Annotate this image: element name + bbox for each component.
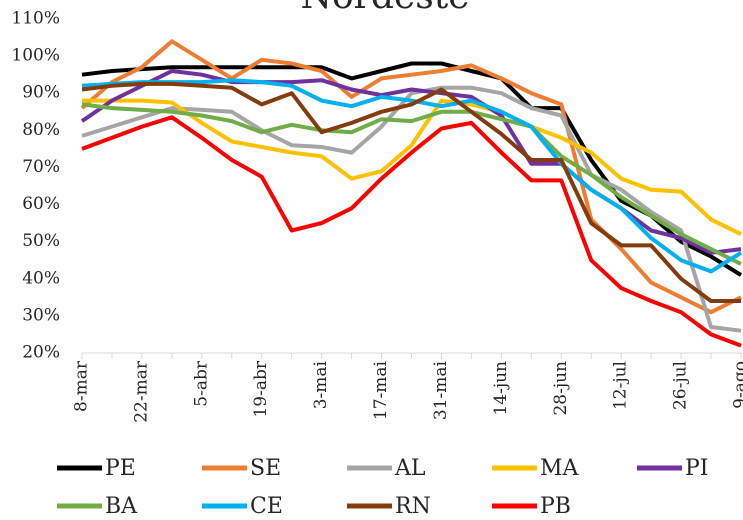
legend-label: BA bbox=[105, 494, 138, 519]
series-line bbox=[80, 39, 742, 315]
series-line bbox=[81, 61, 743, 277]
x-tick-label: 14-jun bbox=[491, 361, 511, 416]
legend-label: PE bbox=[105, 456, 136, 481]
series-line bbox=[81, 81, 741, 303]
chart-title: Nordeste bbox=[301, 0, 470, 17]
legend-label: CE bbox=[250, 494, 283, 519]
x-tick-label: 17-mai bbox=[371, 360, 391, 420]
x-tick-label: 9-ago bbox=[731, 361, 743, 409]
series-line bbox=[81, 115, 742, 348]
x-tick-label: 26-jul bbox=[671, 361, 691, 410]
legend-label: PI bbox=[685, 456, 709, 481]
y-tick-label: 80% bbox=[22, 120, 60, 140]
y-tick-label: 60% bbox=[22, 194, 60, 214]
x-tick-label: 12-jul bbox=[611, 361, 631, 410]
x-tick-label: 5-abr bbox=[191, 360, 211, 407]
x-tick-label: 19-abr bbox=[251, 360, 271, 417]
y-tick-label: 20% bbox=[22, 343, 60, 363]
y-tick-label: 40% bbox=[22, 268, 60, 288]
x-tick-label: 28-jun bbox=[551, 361, 571, 416]
x-tick-label: 22-mar bbox=[131, 360, 151, 423]
y-tick-label: 110% bbox=[11, 9, 60, 29]
y-tick-label: 100% bbox=[11, 46, 60, 66]
legend-label: MA bbox=[540, 456, 580, 481]
series-line bbox=[81, 78, 743, 274]
series-line bbox=[81, 85, 742, 333]
series-line bbox=[81, 102, 742, 266]
series-line bbox=[80, 69, 742, 255]
x-tick-label: 31-mai bbox=[431, 360, 451, 420]
legend-label: SE bbox=[250, 456, 281, 481]
y-tick-label: 50% bbox=[22, 231, 60, 251]
y-tick-label: 30% bbox=[22, 305, 60, 325]
y-tick-label: 90% bbox=[22, 83, 60, 103]
y-tick-label: 70% bbox=[22, 157, 60, 177]
x-tick-label: 3-mai bbox=[311, 360, 331, 409]
x-tick-label: 8-mar bbox=[72, 360, 92, 412]
legend-label: AL bbox=[394, 456, 426, 481]
legend-label: PB bbox=[540, 494, 571, 519]
legend-label: RN bbox=[395, 494, 431, 519]
